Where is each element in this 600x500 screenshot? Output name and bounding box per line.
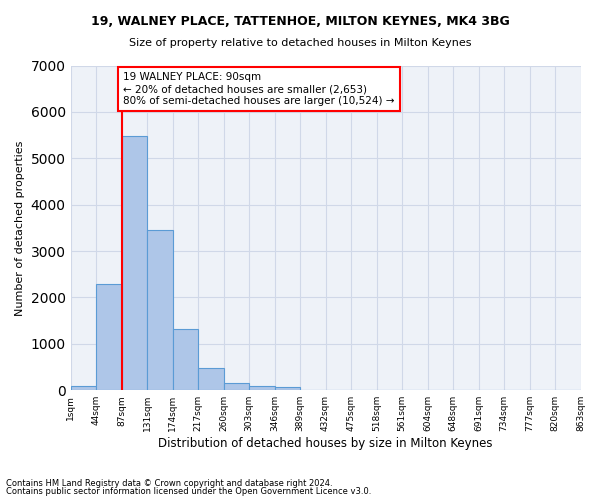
Text: 19, WALNEY PLACE, TATTENHOE, MILTON KEYNES, MK4 3BG: 19, WALNEY PLACE, TATTENHOE, MILTON KEYN… — [91, 15, 509, 28]
Y-axis label: Number of detached properties: Number of detached properties — [15, 140, 25, 316]
Text: 19 WALNEY PLACE: 90sqm
← 20% of detached houses are smaller (2,653)
80% of semi-: 19 WALNEY PLACE: 90sqm ← 20% of detached… — [123, 72, 394, 106]
Text: Contains HM Land Registry data © Crown copyright and database right 2024.: Contains HM Land Registry data © Crown c… — [6, 478, 332, 488]
Bar — [173, 330, 198, 390]
Bar — [147, 230, 173, 390]
Text: Contains public sector information licensed under the Open Government Licence v3: Contains public sector information licen… — [6, 487, 371, 496]
Bar — [96, 284, 122, 390]
Bar — [71, 386, 96, 390]
Bar — [249, 386, 275, 390]
X-axis label: Distribution of detached houses by size in Milton Keynes: Distribution of detached houses by size … — [158, 437, 493, 450]
Bar — [275, 388, 300, 390]
Text: Size of property relative to detached houses in Milton Keynes: Size of property relative to detached ho… — [129, 38, 471, 48]
Bar — [198, 368, 224, 390]
Bar — [224, 383, 249, 390]
Bar — [122, 136, 147, 390]
